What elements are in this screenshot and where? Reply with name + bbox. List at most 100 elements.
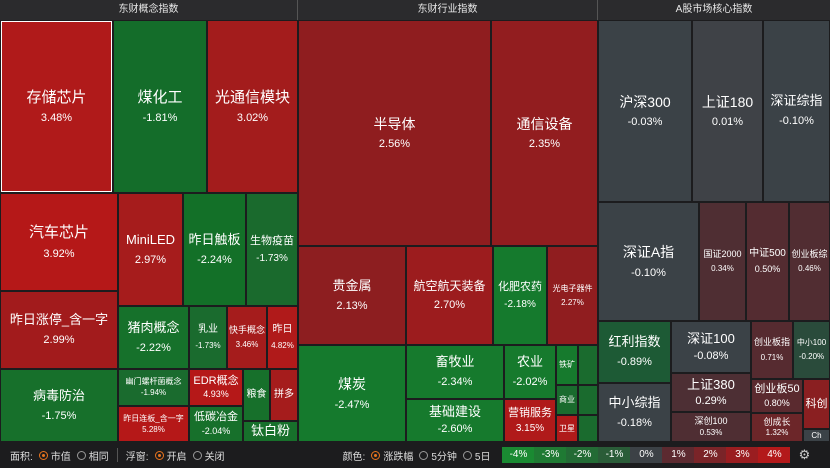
color-opt1-label[interactable]: 涨跌幅 — [383, 451, 414, 463]
tile-ch[interactable]: Ch — [803, 429, 830, 442]
area-radio-xiangtong[interactable] — [76, 450, 86, 460]
tile-taibaifen[interactable]: 钛白粉 — [243, 421, 298, 442]
float-radio-on[interactable] — [154, 450, 164, 460]
tile-sc100[interactable]: 深创100 0.53% — [671, 412, 751, 442]
tile-sz380[interactable]: 上证380 0.29% — [671, 373, 751, 412]
tile-label: 幽门螺杆菌概念 — [125, 377, 182, 386]
tile-guangtongxin[interactable]: 光通信模块 3.02% — [207, 20, 298, 193]
tile-miniled[interactable]: MiniLED 2.97% — [118, 193, 183, 306]
tile-szag[interactable]: 深证A指 -0.10% — [598, 202, 699, 321]
tile-cyz[interactable]: 创成长 1.32% — [751, 413, 803, 442]
tile-luoganmen[interactable]: 幽门螺杆菌概念 -1.94% — [118, 369, 189, 406]
tile-ditanyejin[interactable]: 低碳冶金 -2.04% — [189, 406, 243, 442]
tile-pct: 0.46% — [798, 264, 821, 274]
tile-zx100[interactable]: 中小100 -0.20% — [793, 321, 830, 379]
tile-zuori[interactable]: 昨日 4.82% — [267, 306, 298, 369]
color-radio-5day[interactable] — [462, 450, 472, 460]
tile-guangdianzi[interactable]: 光电子器件 2.27% — [547, 246, 598, 345]
color-opt2-label[interactable]: 5分钟 — [431, 451, 457, 463]
tile-label: 上证180 — [701, 93, 754, 110]
tile-huafei[interactable]: 化肥农药 -2.18% — [493, 246, 547, 345]
tile-label: 创业板综 — [791, 248, 828, 259]
tile-pinduoduo[interactable]: 拼多 — [270, 369, 298, 421]
tile-pct: 0.80% — [764, 397, 790, 408]
tile-sz100[interactable]: 深证100 -0.08% — [671, 321, 751, 373]
tile-pct: 0.50% — [754, 264, 781, 275]
tile-liangshi[interactable]: 粮食 — [243, 369, 270, 421]
tile-bandaoti[interactable]: 半导体 2.56% — [298, 20, 491, 246]
control-bar: 面积: 市值 相同 浮窗: 开启 关闭 颜色: 涨跌幅 5分钟 5日 -4% -… — [0, 442, 830, 468]
tile-small-green-1[interactable] — [578, 345, 598, 385]
float-radio-off[interactable] — [192, 450, 202, 460]
tile-small-green-2[interactable] — [578, 385, 598, 415]
tile-qichexinpian[interactable]: 汽车芯片 3.92% — [0, 193, 118, 291]
tile-pct: -1.73% — [195, 340, 221, 350]
tile-zuorizhangting[interactable]: 昨日涨停_含一字 2.99% — [0, 291, 118, 369]
tile-shangye[interactable]: 商业 — [556, 385, 578, 415]
tile-label: 创成长 — [763, 416, 791, 427]
tile-pct: -0.10% — [631, 266, 666, 279]
tile-label: 国证2000 — [703, 248, 742, 259]
color-radio-zhangdiefu[interactable] — [371, 450, 381, 460]
tile-guijinshu[interactable]: 贵金属 2.13% — [298, 246, 406, 345]
tile-label: 深证综指 — [770, 93, 823, 109]
tile-jichujianshe[interactable]: 基础建设 -2.60% — [406, 399, 504, 442]
color-opt3-label[interactable]: 5日 — [474, 451, 491, 463]
tile-pct: -2.04% — [201, 425, 231, 436]
float-group: 浮窗: 开启 关闭 — [126, 448, 225, 463]
tile-nongye[interactable]: 农业 -2.02% — [504, 345, 556, 399]
area-opt2-label[interactable]: 相同 — [88, 451, 109, 463]
tile-hongli[interactable]: 红利指数 -0.89% — [598, 321, 671, 383]
tile-yingxiao[interactable]: 营销服务 3.15% — [504, 399, 556, 442]
tile-edr[interactable]: EDR概念 4.93% — [189, 369, 243, 406]
tile-kuaishou[interactable]: 快手概念 3.46% — [227, 306, 267, 369]
legend-swatch: -2% — [566, 447, 599, 463]
tile-pct: -2.18% — [504, 299, 536, 311]
tile-zz500[interactable]: 中证500 0.50% — [746, 202, 789, 321]
tile-xumuye[interactable]: 畜牧业 -2.34% — [406, 345, 504, 399]
tile-sz180[interactable]: 上证180 0.01% — [692, 20, 763, 202]
tile-cunchu[interactable]: 存储芯片 3.48% — [0, 20, 113, 193]
float-opt2-label[interactable]: 关闭 — [204, 451, 225, 463]
tile-pct: 2.97% — [134, 253, 167, 266]
tile-kechuang[interactable]: 科创 — [803, 379, 830, 429]
color-label: 颜色: — [342, 451, 366, 463]
tile-label: 营销服务 — [508, 407, 552, 420]
tile-tongxin[interactable]: 通信设备 2.35% — [491, 20, 598, 246]
tile-label: 创业板50 — [754, 383, 800, 396]
tile-pct: 1.32% — [765, 428, 789, 438]
tile-pct: 2.13% — [336, 299, 368, 312]
tile-ruye[interactable]: 乳业 -1.73% — [189, 306, 227, 369]
tile-pct: 2.99% — [43, 334, 75, 347]
tile-cybzs[interactable]: 创业板综 0.46% — [789, 202, 830, 321]
tile-pct: 2.56% — [378, 138, 411, 150]
tile-zuorilianban[interactable]: 昨日连板_含一字 5.28% — [118, 406, 189, 442]
tile-shengwuyimiao[interactable]: 生物疫苗 -1.73% — [246, 193, 298, 306]
tile-gz2000[interactable]: 国证2000 0.34% — [699, 202, 746, 321]
tile-small-green-3[interactable] — [578, 415, 598, 442]
tile-label: 航空航天装备 — [413, 278, 486, 293]
tile-zhurou[interactable]: 猪肉概念 -2.22% — [118, 306, 189, 369]
gear-icon[interactable]: ⚙ — [798, 447, 811, 462]
tile-meitan[interactable]: 煤炭 -2.47% — [298, 345, 406, 442]
area-opt1-label[interactable]: 市值 — [50, 451, 71, 463]
tile-szzz[interactable]: 深证综指 -0.10% — [763, 20, 830, 202]
tile-tiekuang[interactable]: 铁矿 — [556, 345, 578, 385]
tile-pct: -0.20% — [798, 352, 825, 362]
tile-hangkong[interactable]: 航空航天装备 2.70% — [406, 246, 493, 345]
area-radio-shizhi[interactable] — [38, 450, 48, 460]
tile-cyb50[interactable]: 创业板50 0.80% — [751, 379, 803, 413]
tile-pct: 3.48% — [40, 112, 73, 125]
tile-meihuagong[interactable]: 煤化工 -1.81% — [113, 20, 207, 193]
float-opt1-label[interactable]: 开启 — [166, 451, 187, 463]
tile-label: EDR概念 — [193, 374, 239, 387]
tile-zuorichuban[interactable]: 昨日触板 -2.24% — [183, 193, 246, 306]
tile-cybz[interactable]: 创业板指 0.71% — [751, 321, 793, 379]
tile-label: 科创 — [805, 397, 828, 410]
color-radio-5min[interactable] — [419, 450, 429, 460]
tile-hs300[interactable]: 沪深300 -0.03% — [598, 20, 692, 202]
tile-zxzz[interactable]: 中小综指 -0.18% — [598, 383, 671, 442]
tile-bingdu[interactable]: 病毒防治 -1.75% — [0, 369, 118, 442]
legend-swatch: 4% — [758, 447, 791, 463]
tile-weixing[interactable]: 卫星 — [556, 415, 578, 442]
